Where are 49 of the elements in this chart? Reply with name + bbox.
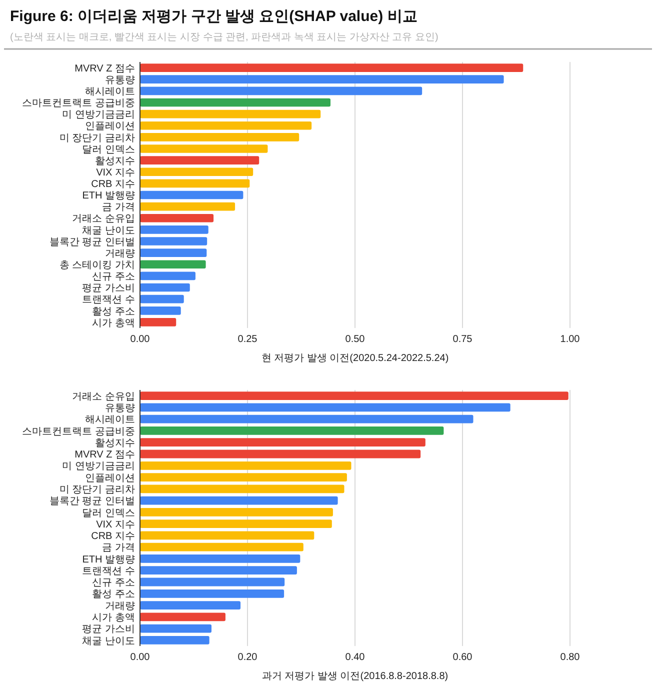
x-axis-title: 현 저평가 발생 이전(2020.5.24-2022.5.24)	[261, 353, 449, 364]
y-tick-label: MVRV Z 점수	[74, 450, 135, 461]
y-tick-label: 거래량	[105, 600, 135, 612]
y-tick-label: 활성지수	[95, 156, 135, 167]
y-tick-label: 활성 주소	[92, 306, 135, 318]
x-axis-title: 과거 저평가 발생 이전(2016.8.8-2018.8.8)	[262, 671, 448, 682]
y-tick-label: 채굴 난이도	[82, 225, 135, 236]
y-tick-label: 스마트컨트랙트 공급비중	[22, 426, 135, 438]
y-tick-label: 금 가격	[102, 542, 135, 554]
y-tick-label: 신규 주소	[92, 272, 135, 283]
y-tick-label: 스마트컨트랙트 공급비중	[22, 98, 135, 110]
y-tick-label: 유통량	[105, 403, 135, 414]
y-tick-label: 미 장단기 금리차	[59, 484, 135, 496]
y-tick-label: 미 장단기 금리차	[59, 132, 135, 144]
chart-subtitle: (노란색 표시는 매크로, 빨간색 표시는 시장 수급 관련, 파란색과 녹색 표시는 가상자산 고유 요인)	[10, 32, 438, 43]
y-tick-label: 인플레이션	[85, 472, 135, 484]
y-tick-label: 활성 주소	[92, 589, 135, 600]
y-tick-label: CRB 지수	[91, 531, 135, 542]
y-tick-label: 총 스테이킹 가치	[59, 260, 135, 271]
y-tick-label: VIX 지수	[96, 519, 135, 530]
y-tick-label: 트랜잭션 수	[82, 566, 135, 577]
chart-title: Figure 6: 이더리움 저평가 구간 발생 요인(SHAP value) 비교	[10, 8, 418, 25]
y-tick-label: 인플레이션	[85, 121, 135, 132]
y-tick-label: VIX 지수	[96, 167, 135, 178]
y-tick-label: 트랜잭션 수	[82, 294, 135, 306]
y-tick-label: 거래소 순유입	[72, 214, 135, 225]
y-tick-label: 미 연방기금금리	[62, 110, 135, 121]
y-tick-label: CRB 지수	[91, 179, 135, 190]
y-tick-label: 달러 인덱스	[82, 508, 135, 519]
y-tick-label: 평균 가스비	[82, 624, 135, 636]
y-tick-label: MVRV Z 점수	[74, 63, 135, 74]
y-tick-label: 거래량	[105, 248, 135, 260]
y-tick-label: 블록간 평균 인터벌	[49, 496, 135, 508]
y-tick-label: 해시레이트	[85, 86, 135, 98]
y-tick-label: 시가 총액	[92, 318, 135, 329]
y-tick-label: 블록간 평균 인터벌	[49, 236, 135, 248]
y-tick-label: ETH 발행량	[82, 554, 135, 566]
y-tick-label: 거래소 순유입	[72, 391, 135, 402]
y-tick-label: 유통량	[105, 74, 135, 86]
y-tick-label: 신규 주소	[92, 578, 135, 589]
y-tick-label: 금 가격	[102, 202, 135, 214]
y-tick-label: ETH 발행량	[82, 190, 135, 202]
y-tick-label: 해시레이트	[85, 414, 135, 426]
y-tick-label: 달러 인덱스	[82, 144, 135, 156]
y-tick-label: 시가 총액	[92, 612, 135, 624]
y-tick-label: 채굴 난이도	[82, 636, 135, 647]
y-tick-label: 평균 가스비	[82, 283, 135, 294]
y-tick-label: 미 연방기금금리	[62, 461, 135, 472]
y-tick-label: 활성지수	[95, 438, 135, 449]
